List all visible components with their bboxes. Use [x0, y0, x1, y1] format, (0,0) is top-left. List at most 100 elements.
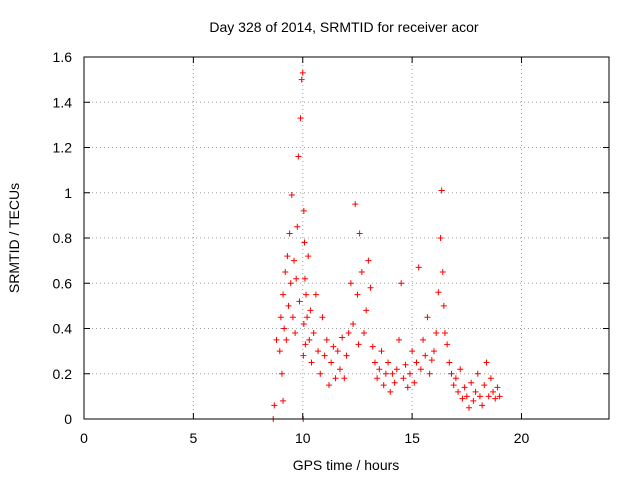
data-point [339, 334, 346, 341]
data-point [374, 375, 381, 382]
chart-title: Day 328 of 2014, SRMTID for receiver aco… [209, 19, 479, 35]
data-point [487, 375, 494, 382]
data-point [334, 348, 341, 355]
data-point [439, 268, 446, 275]
ticks: 0 5 10 15 20 0 0.2 0.4 0.6 0.8 1 1.2 1.4 1.6 [53, 49, 609, 446]
data-point [294, 223, 301, 230]
x-tick-label: 0 [80, 430, 88, 446]
data-point [299, 69, 306, 76]
data-point [319, 314, 326, 321]
data-point [361, 330, 367, 337]
y-tick-label: 0.8 [53, 230, 73, 246]
data-point [284, 253, 291, 260]
data-point [358, 268, 365, 275]
data-point [300, 207, 307, 214]
data-point [380, 382, 387, 389]
data-point [431, 348, 437, 355]
data-point [297, 115, 304, 122]
data-point [452, 375, 459, 382]
y-axis-label: SRMTID / TECUs [6, 183, 22, 293]
data-point [420, 336, 427, 343]
y-tick-label: 1.4 [53, 94, 73, 110]
x-tick-label: 5 [189, 430, 197, 446]
data-point [273, 336, 280, 343]
data-point [356, 230, 363, 237]
x-tick-label: 20 [514, 430, 530, 446]
data-point [293, 275, 300, 282]
data-point [341, 375, 348, 382]
y-tick-label: 0 [64, 411, 72, 427]
data-point [466, 404, 472, 411]
data-point [494, 384, 501, 391]
data-point [468, 379, 475, 386]
data-point [323, 336, 330, 343]
data-point [306, 336, 313, 343]
data-point [428, 357, 435, 364]
data-point [288, 192, 295, 199]
data-point [426, 370, 433, 377]
data-point [367, 284, 374, 291]
data-point [303, 291, 310, 298]
data-point [433, 330, 440, 337]
data-point [302, 341, 309, 348]
data-point [332, 375, 339, 382]
data-point [400, 375, 407, 382]
data-point [470, 397, 477, 404]
data-point [382, 370, 389, 377]
y-tick-label: 0.2 [53, 366, 73, 382]
data-point [295, 153, 302, 160]
data-point [404, 384, 411, 391]
data-point [492, 395, 499, 402]
data-point [371, 359, 378, 366]
data-point [307, 307, 314, 314]
data-point [289, 314, 296, 321]
data-point [301, 239, 308, 246]
y-tick-label: 1.2 [53, 140, 73, 156]
data-point [391, 379, 398, 386]
data-point [296, 298, 303, 305]
data-point [365, 257, 372, 264]
scatter-series [270, 69, 503, 422]
data-point [490, 388, 497, 395]
data-point [326, 382, 332, 389]
data-point [476, 393, 483, 400]
data-point [435, 289, 442, 296]
data-point [385, 359, 392, 366]
data-point [417, 366, 424, 373]
data-point [450, 382, 457, 389]
data-point [308, 359, 315, 366]
data-point [463, 393, 470, 400]
data-point [350, 320, 357, 327]
data-point [352, 201, 359, 208]
y-tick-label: 1.6 [53, 49, 73, 65]
data-point [328, 359, 335, 366]
data-point [444, 341, 451, 348]
data-point [424, 314, 431, 321]
data-point [282, 268, 289, 275]
data-point [300, 320, 307, 327]
data-point [310, 330, 317, 337]
data-point [285, 302, 292, 309]
data-point [355, 341, 362, 348]
data-point [483, 359, 490, 366]
data-point [481, 382, 488, 389]
data-point [459, 395, 466, 402]
data-point [422, 352, 429, 359]
data-point [472, 388, 479, 395]
data-point [287, 280, 294, 287]
data-point [317, 370, 324, 377]
data-point [330, 343, 337, 350]
data-point [398, 280, 405, 287]
data-point [376, 366, 383, 373]
data-point [305, 253, 312, 260]
data-point [354, 291, 361, 298]
x-tick-label: 10 [295, 430, 311, 446]
data-point [280, 291, 287, 298]
data-point [455, 388, 462, 395]
data-point [271, 402, 278, 409]
data-point [437, 235, 444, 241]
data-point [277, 314, 284, 321]
data-point [415, 264, 422, 271]
data-point [446, 359, 453, 366]
